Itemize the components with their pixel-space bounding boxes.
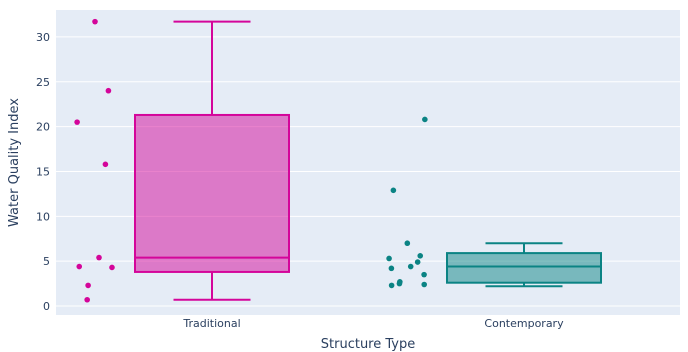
y-tick-label: 20 (36, 121, 50, 134)
data-point (109, 264, 115, 271)
x-axis-title: Structure Type (321, 337, 415, 352)
box-contemporary (386, 116, 602, 289)
data-point (414, 259, 421, 265)
y-axis-title: Water Quality Index (7, 98, 22, 227)
data-point (386, 255, 392, 262)
y-tick-labels: 0 5 10 15 20 25 30 (36, 31, 50, 313)
data-point (421, 281, 428, 288)
data-point (407, 263, 414, 270)
y-tick-label: 5 (43, 255, 50, 268)
data-point (74, 119, 80, 125)
y-tick-label: 15 (36, 165, 50, 178)
y-tick-label: 25 (36, 76, 50, 89)
y-tick-label: 30 (36, 31, 50, 44)
x-tick-labels: Traditional Contemporary (182, 317, 564, 330)
box-series (74, 18, 602, 303)
y-tick-label: 10 (36, 210, 50, 223)
data-point (96, 254, 102, 261)
data-point (102, 161, 109, 168)
data-point (404, 240, 411, 247)
data-point (421, 271, 427, 278)
data-point (105, 87, 112, 94)
data-point (85, 282, 91, 289)
data-point (417, 252, 424, 259)
data-point (84, 296, 90, 303)
data-point (396, 280, 403, 287)
box-traditional (74, 18, 290, 303)
x-tick-label: Contemporary (484, 317, 564, 330)
iqr-box (446, 252, 602, 284)
data-point (422, 116, 428, 123)
data-point (388, 282, 395, 289)
data-point (92, 18, 98, 25)
data-point (390, 187, 397, 194)
data-point (76, 263, 83, 270)
y-tick-label: 0 (43, 300, 50, 313)
data-point (388, 265, 395, 272)
iqr-box (134, 113, 290, 273)
x-tick-label: Traditional (182, 317, 240, 330)
